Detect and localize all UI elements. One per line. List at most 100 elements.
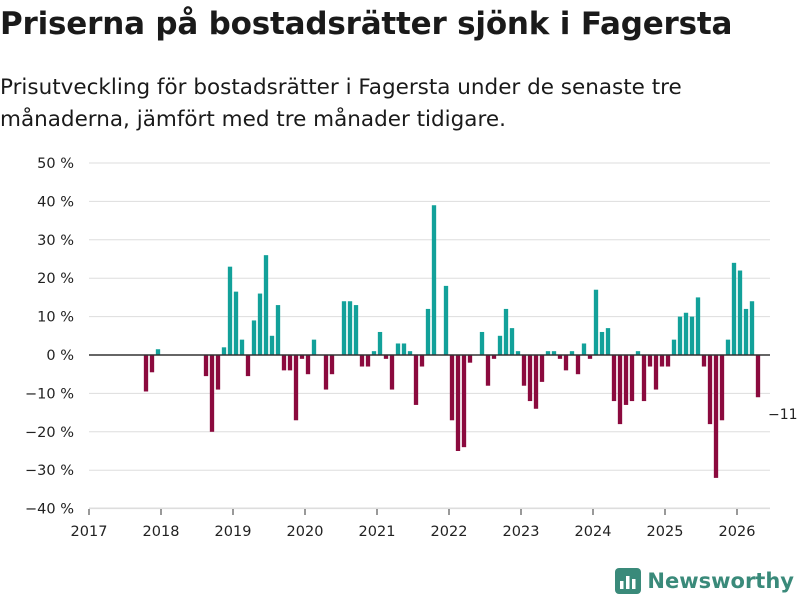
bar	[245, 355, 251, 377]
bar	[635, 351, 641, 355]
y-tick-label: 50 %	[37, 156, 74, 172]
bar	[623, 355, 629, 405]
bar	[359, 355, 365, 367]
bar	[731, 262, 737, 355]
chart-title: Priserna på bostadsrätter sjönk i Fagers…	[0, 6, 733, 42]
bar	[497, 335, 503, 355]
bar	[449, 355, 455, 421]
bar	[311, 339, 317, 355]
bar	[755, 355, 761, 398]
bar	[461, 355, 467, 448]
x-tick-label: 2025	[647, 524, 684, 540]
y-tick-label: 20 %	[37, 271, 74, 287]
bar	[653, 355, 659, 390]
y-tick-label: −10 %	[25, 386, 74, 402]
x-tick-label: 2024	[575, 524, 612, 540]
bar	[347, 301, 353, 355]
y-tick-label: −20 %	[25, 425, 74, 441]
brand-name: Newsworthy	[647, 569, 794, 593]
bar	[209, 355, 215, 432]
bar	[569, 351, 575, 355]
bar	[707, 355, 713, 425]
bar	[329, 355, 335, 375]
bar	[233, 291, 239, 355]
bar	[485, 355, 491, 386]
last-value-annotation: −11 %	[768, 407, 800, 423]
bar	[377, 331, 383, 355]
bar	[719, 355, 725, 421]
x-tick-label: 2019	[215, 524, 252, 540]
bar	[563, 355, 569, 371]
brand-logo[interactable]: Newsworthy	[615, 568, 794, 594]
bar	[365, 355, 371, 367]
bar	[353, 305, 359, 355]
bar	[479, 331, 485, 355]
bar	[659, 355, 665, 367]
bar	[587, 355, 593, 359]
y-tick-label: 0 %	[46, 348, 74, 364]
bar	[413, 355, 419, 405]
bar	[617, 355, 623, 425]
bar	[665, 355, 671, 367]
bar	[239, 339, 245, 355]
bar	[287, 355, 293, 371]
bar	[455, 355, 461, 451]
bar	[527, 355, 533, 402]
tick-labels: −40 % −30 % −20 % −10 % 0 % 10 % 20 % 30 % 40 % 5…	[25, 156, 800, 540]
bar	[749, 301, 755, 355]
bar	[713, 355, 719, 478]
bar	[503, 308, 509, 355]
bar	[323, 355, 329, 390]
x-tick-label: 2017	[71, 524, 108, 540]
bar	[491, 355, 497, 359]
bar	[467, 355, 473, 363]
bar	[275, 305, 281, 355]
bar	[701, 355, 707, 367]
bar	[425, 308, 431, 355]
bar	[299, 355, 305, 359]
bar	[641, 355, 647, 402]
x-tick-label: 2026	[719, 524, 756, 540]
bar	[743, 308, 749, 355]
bar	[215, 355, 221, 390]
bar	[395, 343, 401, 355]
bar	[305, 355, 311, 375]
bar	[725, 339, 731, 355]
bar	[737, 270, 743, 355]
bar	[521, 355, 527, 386]
bar	[689, 316, 695, 355]
bar	[629, 355, 635, 402]
bar	[515, 351, 521, 355]
bar	[671, 339, 677, 355]
bar	[389, 355, 395, 390]
y-tick-label: 30 %	[37, 233, 74, 249]
bar	[443, 285, 449, 355]
bar	[407, 351, 413, 355]
bar	[269, 335, 275, 355]
bar	[281, 355, 287, 371]
y-tick-label: −30 %	[25, 463, 74, 479]
bar	[221, 347, 227, 355]
bar	[557, 355, 563, 359]
bar	[599, 331, 605, 355]
bar	[593, 289, 599, 355]
x-tick-label: 2020	[287, 524, 324, 540]
x-tick-label: 2022	[431, 524, 468, 540]
bar	[257, 293, 263, 355]
bar-chart-logo-icon	[615, 568, 642, 594]
x-tick-label: 2021	[359, 524, 396, 540]
x-tick-label: 2018	[143, 524, 180, 540]
y-tick-label: 10 %	[37, 310, 74, 326]
bar	[401, 343, 407, 355]
bar	[251, 320, 257, 355]
bar	[293, 355, 299, 421]
bar	[695, 297, 701, 355]
bar	[383, 355, 389, 359]
bar	[203, 355, 209, 377]
y-tick-label: 40 %	[37, 194, 74, 210]
bar	[227, 266, 233, 355]
bar	[419, 355, 425, 367]
bar	[341, 301, 347, 355]
bar	[149, 355, 155, 373]
